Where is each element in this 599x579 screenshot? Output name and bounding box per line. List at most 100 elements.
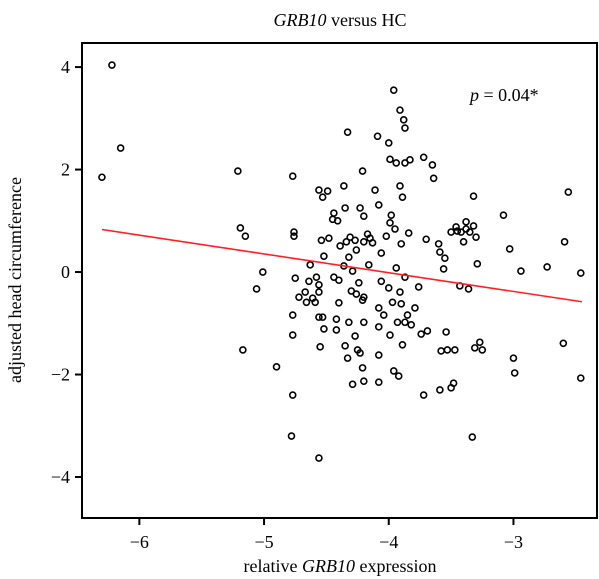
x-axis-label: relative GRB10 expression [244, 556, 437, 576]
point [382, 232, 391, 240]
point [287, 432, 296, 440]
point [510, 369, 519, 377]
point [451, 346, 459, 354]
point [387, 211, 396, 219]
point [406, 156, 414, 164]
point [288, 391, 297, 399]
point [397, 240, 406, 248]
point [288, 311, 297, 319]
annotation-value: = 0.04* [484, 85, 539, 105]
point [436, 386, 444, 394]
point [379, 311, 388, 319]
point [305, 277, 313, 286]
point [499, 211, 508, 219]
point [377, 249, 386, 257]
point [398, 341, 407, 349]
point [358, 167, 367, 175]
point [318, 193, 327, 202]
x-tick-label: −6 [130, 532, 149, 552]
point [478, 346, 487, 354]
point [365, 261, 373, 269]
point [306, 261, 314, 269]
point [475, 338, 484, 347]
point [472, 233, 480, 242]
point [414, 283, 423, 291]
y-tick-label: 0 [61, 262, 70, 282]
point [98, 173, 106, 182]
point [439, 265, 448, 273]
point [543, 263, 551, 271]
point [374, 304, 383, 312]
point [576, 374, 585, 382]
point [397, 300, 406, 308]
point [301, 288, 310, 296]
point [320, 325, 328, 333]
point [398, 193, 407, 202]
point [315, 281, 323, 289]
point [316, 343, 324, 351]
y-tick-label: 2 [61, 160, 70, 180]
point [386, 331, 394, 339]
point [559, 339, 568, 348]
point [336, 242, 344, 250]
point [311, 298, 319, 307]
point [392, 159, 401, 167]
point [343, 354, 352, 362]
point [452, 223, 460, 231]
point [384, 284, 393, 292]
point [399, 116, 408, 124]
point [272, 363, 281, 371]
point [288, 331, 297, 339]
point [428, 161, 437, 169]
point [315, 186, 323, 194]
point [392, 264, 401, 272]
point [340, 182, 348, 190]
point [288, 172, 297, 181]
x-label-part: expression [359, 556, 436, 576]
point [449, 379, 458, 388]
point [108, 61, 116, 69]
title-gene: GRB10 [274, 10, 327, 30]
point [403, 311, 412, 319]
point [290, 228, 298, 236]
point [462, 218, 470, 226]
y-axis-label: adjusted head circumference [5, 177, 25, 383]
point [318, 313, 327, 321]
point [352, 290, 361, 298]
x-tick-label: −5 [254, 532, 273, 552]
point [396, 106, 404, 114]
chart-title: GRB10 versus HC [274, 10, 407, 30]
point [360, 212, 368, 220]
point [429, 174, 438, 183]
point [239, 346, 247, 354]
point [315, 454, 323, 462]
point [411, 304, 419, 312]
x-label-gene: GRB10 [302, 556, 355, 576]
point [252, 285, 261, 293]
point [422, 235, 430, 244]
x-tick-label: −4 [379, 532, 398, 552]
point [315, 288, 323, 296]
point [234, 167, 242, 175]
point [388, 298, 397, 307]
point [466, 228, 474, 236]
point [342, 238, 351, 246]
point [332, 315, 341, 323]
point [343, 128, 352, 136]
point [348, 380, 357, 389]
point [323, 187, 332, 195]
point [377, 277, 386, 286]
y-tick-label: −4 [51, 467, 70, 487]
point [417, 330, 425, 338]
point [391, 225, 399, 233]
point [330, 209, 338, 217]
annotation: p = 0.04* [468, 85, 539, 105]
point [389, 86, 398, 94]
point [469, 192, 478, 201]
point [419, 391, 428, 399]
point [368, 239, 377, 247]
point [374, 201, 383, 209]
point [434, 240, 443, 248]
point [236, 224, 245, 232]
